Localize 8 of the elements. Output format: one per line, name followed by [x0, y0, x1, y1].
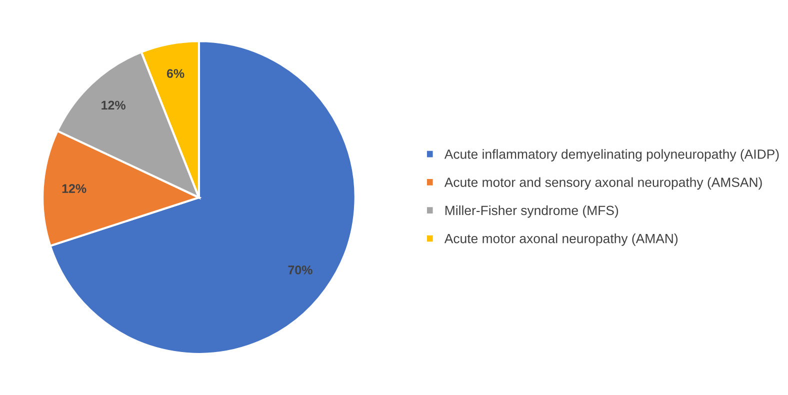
data-label: 6%	[166, 69, 184, 78]
legend-label: Miller-Fisher syndrome (MFS)	[445, 205, 618, 218]
legend-label: Acute motor axonal neuropathy (AMAN)	[444, 234, 678, 246]
data-label: 12%	[62, 184, 86, 193]
legend-label: Acute motor and sensory axonal neuropathy (AMSAN)	[444, 177, 762, 190]
data-label: 70%	[288, 266, 312, 274]
legend-label: Acute inflammatory demyelinating polyneuropathy (AIDP)	[444, 149, 779, 162]
data-label: 12%	[102, 100, 126, 110]
